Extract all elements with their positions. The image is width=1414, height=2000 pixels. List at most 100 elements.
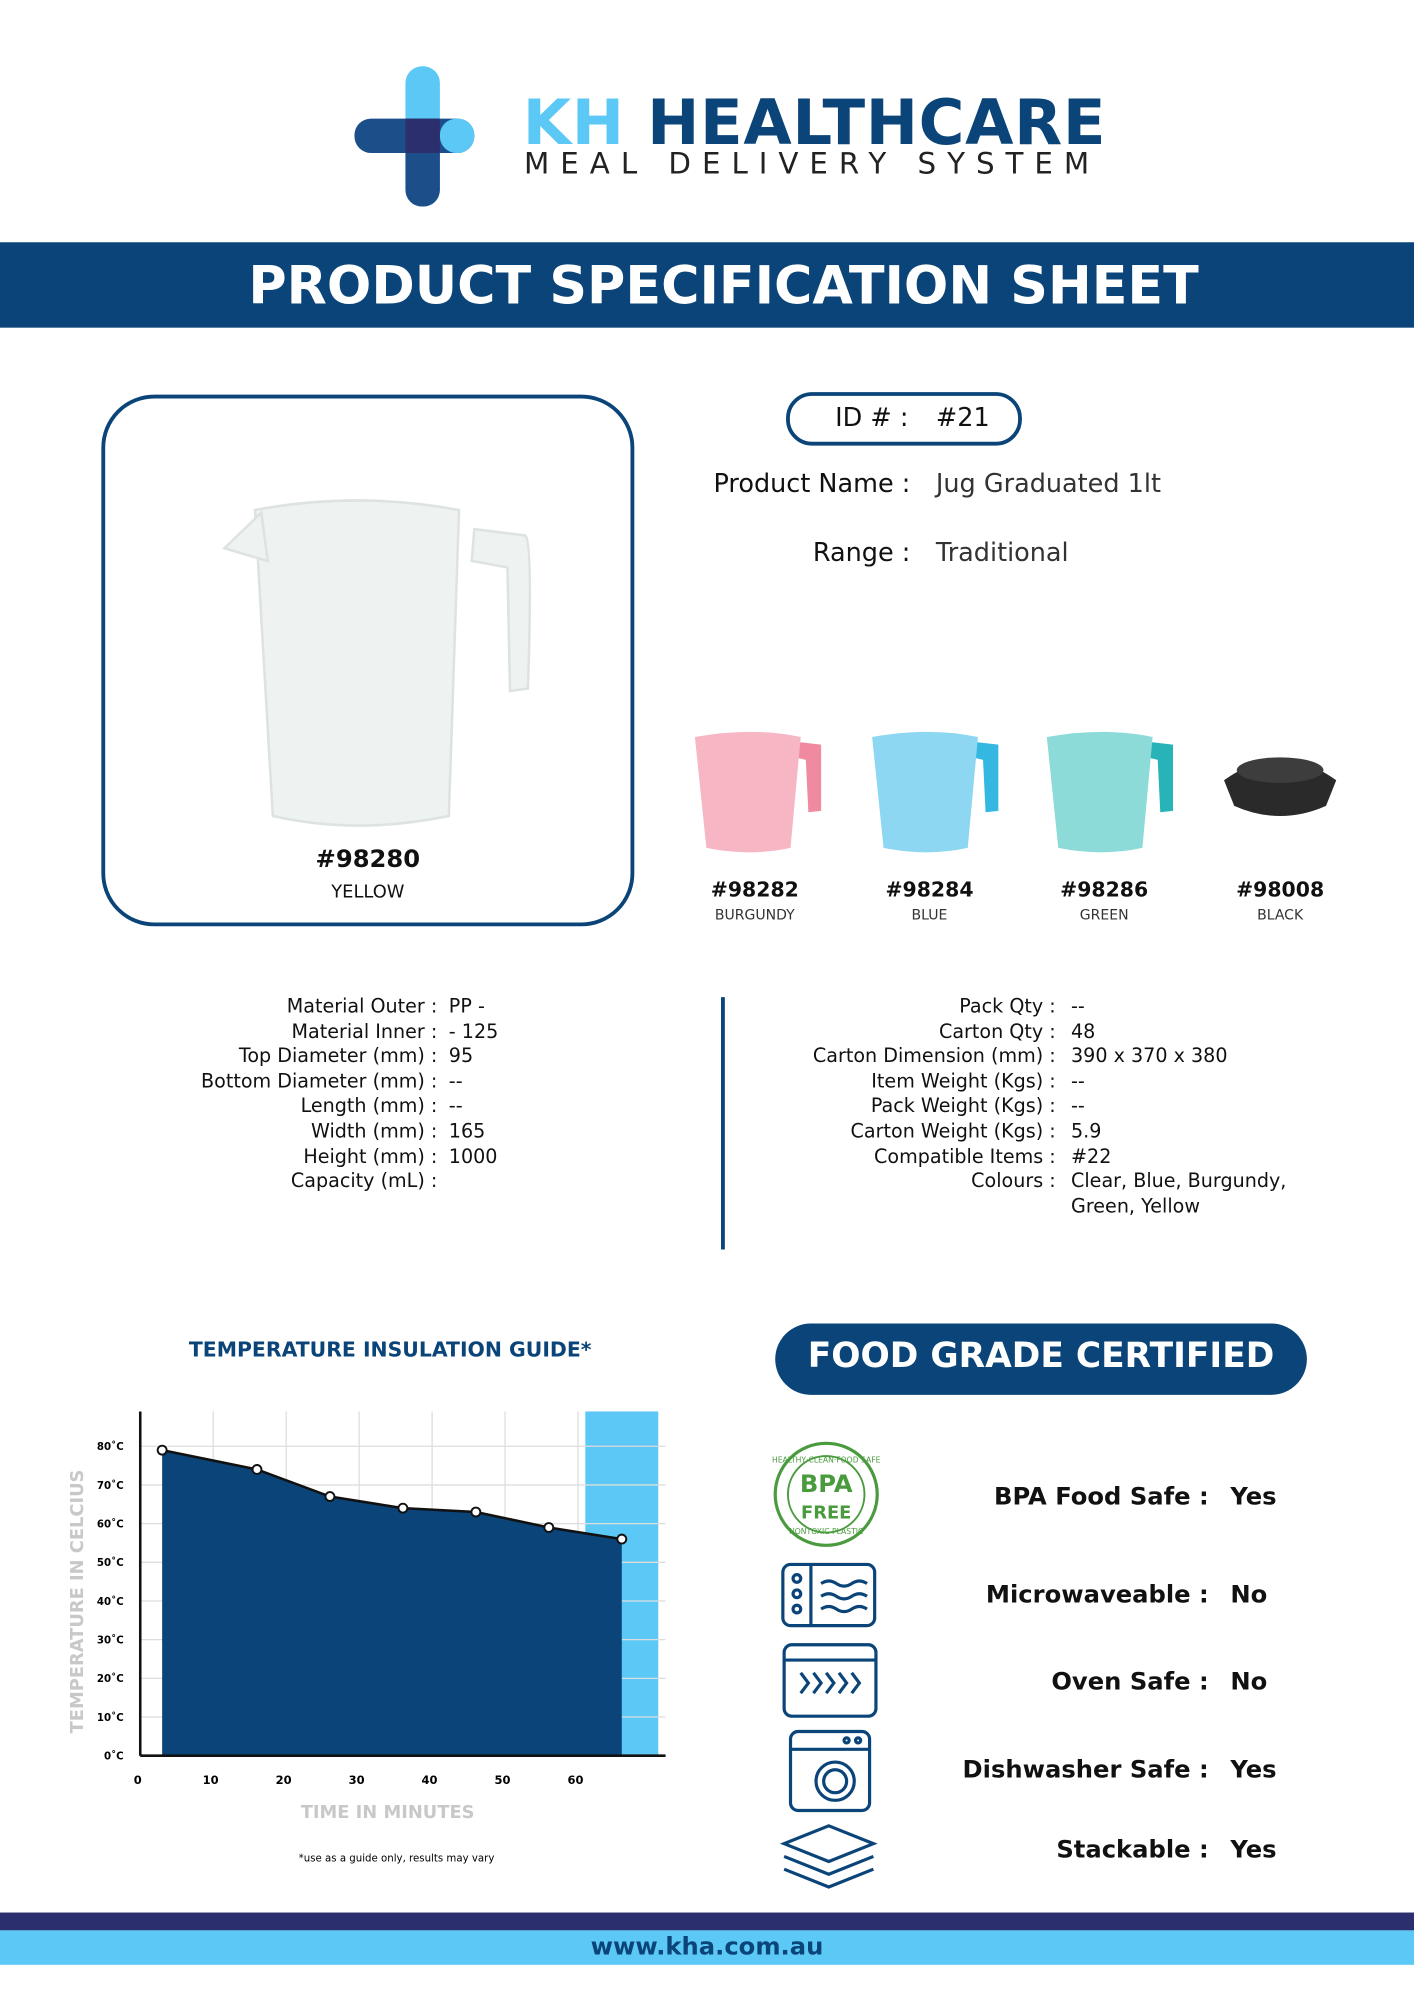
spec-row: Material Inner : - 125	[0, 1019, 499, 1044]
spec-value: 1000	[448, 1144, 498, 1168]
spec-label: Capacity (mL) :	[290, 1169, 438, 1193]
cert-value: Yes	[1230, 1482, 1277, 1511]
spec-label: Item Weight (Kgs) :	[871, 1069, 1056, 1093]
y-tick-label: 50˚C	[97, 1557, 124, 1569]
variant-code: #98282	[710, 877, 799, 902]
x-tick-label: 20	[276, 1773, 292, 1787]
y-tick-label: 40˚C	[97, 1596, 124, 1608]
cert-label: Stackable :	[1056, 1836, 1209, 1865]
x-tick-label: 10	[203, 1773, 219, 1787]
spec-row: Top Diameter (mm) : 95	[0, 1044, 473, 1069]
banner-title: PRODUCT SPECIFICATION SHEET	[248, 255, 1199, 317]
y-axis-label: TEMPERATURE IN CELCIUS	[67, 1469, 88, 1733]
spec-label: Carton Qty :	[938, 1019, 1056, 1043]
y-tick-label: 20˚C	[97, 1673, 124, 1685]
main-code: #98280	[315, 845, 421, 874]
variant-colour: BLACK	[1257, 906, 1304, 924]
cert-value: Yes	[1230, 1836, 1277, 1865]
spec-label: Material Outer :	[286, 994, 438, 1018]
brand: KH HEALTHCARE	[523, 87, 1106, 160]
spec-value: --	[448, 1094, 463, 1118]
point	[251, 1464, 263, 1475]
spec-label: Length (mm) :	[300, 1094, 438, 1118]
spec-row: Carton Qty : 48	[0, 1019, 1095, 1044]
badge-bottom: NONTOXIC PLASTIC	[789, 1527, 863, 1536]
id-value: #21	[935, 401, 990, 433]
spec-value: --	[1071, 1069, 1085, 1093]
spec-row: Capacity (mL) :	[0, 1169, 437, 1194]
point	[324, 1491, 336, 1502]
main-colour: YELLOW	[331, 882, 405, 903]
name-label: Product Name :	[713, 467, 911, 499]
spec-label: Colours :	[971, 1169, 1056, 1193]
y-tick-label: 80˚C	[97, 1441, 124, 1453]
spec-row: Compatible Items : #22	[0, 1144, 1111, 1169]
spec-value: 95	[448, 1044, 474, 1068]
spec-row: Pack Weight (Kgs) : --	[0, 1094, 1085, 1119]
cert-title: FOOD GRADE CERTIFIED	[807, 1336, 1275, 1376]
spec-value: 48	[1071, 1019, 1096, 1043]
spec-row: Length (mm) : --	[0, 1094, 463, 1119]
range-value: Traditional	[935, 536, 1069, 568]
spec-label: Width (mm) :	[310, 1119, 438, 1143]
id-label: ID # :	[835, 401, 909, 433]
variant-code: #98286	[1060, 877, 1149, 902]
spec-row: Pack Qty : --	[0, 995, 1085, 1020]
area	[162, 1450, 622, 1756]
variant-colour: BLUE	[911, 906, 948, 924]
cert-value: No	[1230, 1581, 1268, 1610]
spec-row: Material Outer : PP -	[0, 994, 485, 1020]
brand-name: HEALTHCARE	[647, 86, 1107, 160]
chart-title: TEMPERATURE INSULATION GUIDE*	[189, 1338, 592, 1362]
variant-code: #98008	[1236, 877, 1325, 902]
spec-value: --	[448, 1069, 463, 1093]
temperature-chart: TEMPERATURE INSULATION GUIDE* 0 10 20 30 40 50…	[67, 1338, 666, 1865]
spec-value: 390 x 370 x 380	[1071, 1044, 1228, 1068]
x-tick-label: 50	[495, 1773, 511, 1787]
spec-row: Carton Dimension (mm) : 390 x 370 x 380	[0, 1044, 1228, 1069]
cert-label: Dishwasher Safe :	[962, 1755, 1209, 1784]
spec-left: Material Outer : PP - Material Inner : - 12…	[0, 994, 499, 1195]
brand-short: KH	[522, 86, 625, 160]
spec-label: Pack Weight (Kgs) :	[870, 1094, 1056, 1118]
y-tick-label: 30˚C	[97, 1634, 124, 1646]
spec-value: - 125	[448, 1019, 499, 1043]
spec-row: Width (mm) : 165	[0, 1119, 485, 1144]
x-tick-label: 40	[422, 1773, 438, 1787]
point	[156, 1444, 168, 1456]
point	[543, 1522, 555, 1533]
x-tick-label: 60	[567, 1773, 583, 1787]
variant-colour: BURGUNDY	[714, 906, 795, 924]
badge-sub: FREE	[801, 1503, 851, 1524]
y-tick-label: 60˚C	[97, 1518, 124, 1530]
footer-url: www.kha.com.au	[590, 1932, 824, 1961]
spec-label: Top Diameter (mm) :	[238, 1044, 438, 1068]
point	[470, 1506, 482, 1518]
cert-value: No	[1230, 1667, 1268, 1696]
spec-row: Colours : Clear, Blue, Burgundy, Green, Y…	[0, 1169, 1286, 1217]
spec-value: Clear, Blue, Burgundy, Green, Yellow	[1071, 1169, 1287, 1218]
y-tick-label: 70˚C	[97, 1480, 124, 1492]
cert-label: Oven Safe :	[1051, 1667, 1209, 1696]
spec-label: Height (mm) :	[303, 1144, 438, 1168]
name-value: Jug Graduated 1lt	[935, 467, 1161, 499]
spec-row: Bottom Diameter (mm) : --	[0, 1069, 463, 1094]
spec-label: Bottom Diameter (mm) :	[201, 1069, 438, 1093]
point	[397, 1502, 409, 1514]
badge-main: BPA	[800, 1470, 853, 1498]
spec-value: 5.9	[1071, 1119, 1102, 1143]
spec-value: --	[1071, 994, 1085, 1018]
x-tick-label: 0	[134, 1773, 142, 1787]
x-tick-label: 30	[349, 1773, 365, 1787]
variant-colour: GREEN	[1079, 906, 1129, 924]
spec-label: Compatible Items :	[874, 1144, 1056, 1168]
spec-row: Carton Weight (Kgs) : 5.9	[0, 1119, 1102, 1144]
spec-label: Carton Weight (Kgs) :	[850, 1119, 1056, 1143]
point	[616, 1533, 628, 1545]
cert-label: BPA Food Safe :	[994, 1482, 1209, 1511]
range-label: Range :	[812, 536, 911, 568]
badge-top: HEALTHY·CLEAN·FOOD SAFE	[772, 1455, 881, 1464]
y-tick-label: 0˚C	[104, 1751, 124, 1763]
